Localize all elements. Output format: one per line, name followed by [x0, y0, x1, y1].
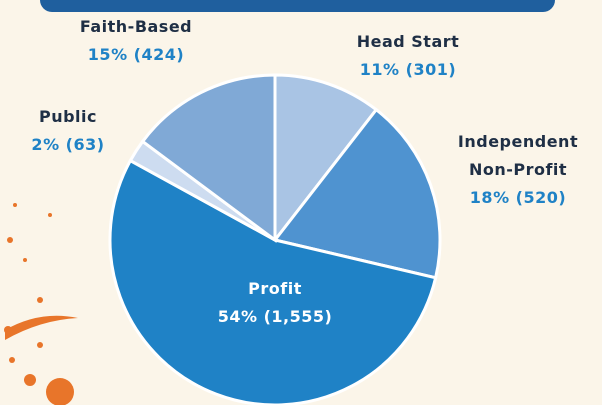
- count-label: (520): [516, 188, 567, 207]
- category-label: Independent Non-Profit: [438, 128, 598, 184]
- percent-label: 2%: [31, 135, 59, 154]
- value-line: 18% (520): [438, 184, 598, 212]
- value-line: 2% (63): [31, 131, 104, 159]
- value-line: 54% (1,555): [218, 303, 333, 331]
- category-label: Head Start: [357, 28, 460, 56]
- percent-label: 11%: [360, 60, 400, 79]
- category-label: Public: [31, 103, 104, 131]
- count-label: (63): [66, 135, 105, 154]
- value-line: 15% (424): [80, 41, 192, 69]
- category-label: Profit: [218, 275, 333, 303]
- percent-label: 18%: [470, 188, 510, 207]
- percent-label: 15%: [88, 45, 128, 64]
- header-bar: [40, 0, 555, 12]
- count-label: (424): [134, 45, 185, 64]
- count-label: (1,555): [264, 307, 333, 326]
- value-line: 11% (301): [357, 56, 460, 84]
- percent-label: 54%: [218, 307, 258, 326]
- page: Head Start11% (301)Independent Non-Profi…: [0, 0, 602, 405]
- category-label: Faith-Based: [80, 13, 192, 41]
- count-label: (301): [406, 60, 457, 79]
